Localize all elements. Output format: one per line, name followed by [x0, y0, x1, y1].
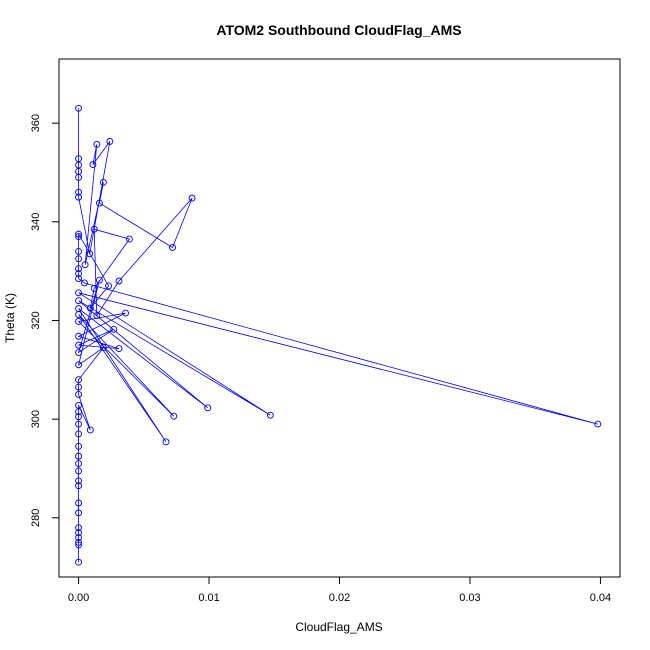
data-point	[99, 344, 107, 352]
data-point	[95, 199, 103, 207]
data-point	[115, 345, 123, 353]
data-point	[75, 541, 83, 549]
data-point	[75, 408, 83, 416]
data-point	[75, 391, 83, 398]
data-point	[162, 438, 170, 446]
data-point	[75, 534, 83, 541]
x-axis-label: CloudFlag_AMS	[295, 620, 382, 634]
data-point	[266, 411, 274, 419]
data-point	[115, 277, 123, 285]
data-point	[75, 499, 83, 507]
data-point	[75, 420, 83, 428]
data-point	[75, 173, 83, 181]
data-point	[86, 304, 94, 312]
series-line	[77, 108, 598, 563]
data-point	[81, 261, 89, 269]
data-point	[95, 276, 103, 284]
plot-frame	[58, 58, 621, 578]
data-point	[80, 279, 88, 287]
data-point	[188, 194, 196, 202]
data-point	[75, 311, 83, 318]
x-tick-label: 0.01	[198, 592, 219, 604]
data-point	[75, 230, 83, 238]
data-point	[594, 420, 602, 428]
y-tick-label: 280	[30, 509, 42, 527]
data-point	[90, 225, 98, 233]
data-point	[110, 325, 118, 333]
data-point	[75, 376, 83, 384]
data-point	[75, 247, 83, 255]
plot-area	[75, 104, 602, 566]
y-tick-label: 340	[30, 213, 42, 231]
x-tick-label: 0.00	[68, 592, 89, 604]
data-point	[75, 460, 83, 467]
data-point	[122, 309, 129, 317]
data-point	[75, 265, 83, 273]
y-tick-label: 360	[30, 114, 42, 132]
data-point	[106, 137, 114, 145]
x-tick-label: 0.03	[459, 592, 480, 604]
data-point	[90, 284, 98, 292]
data-point	[105, 282, 113, 290]
data-point	[75, 477, 83, 485]
data-point	[75, 233, 83, 241]
data-point	[75, 529, 83, 537]
data-point	[75, 341, 83, 349]
data-point	[75, 289, 83, 297]
data-point	[75, 193, 83, 201]
data-point	[75, 318, 83, 325]
data-point	[75, 482, 83, 490]
data-point	[75, 430, 83, 438]
x-tick-label: 0.02	[329, 592, 350, 604]
y-tick-label: 300	[30, 410, 42, 428]
data-point	[75, 539, 83, 546]
data-point	[75, 442, 83, 450]
data-point	[75, 509, 83, 517]
data-point	[75, 104, 83, 112]
data-point	[99, 178, 107, 186]
data-point	[169, 244, 176, 251]
data-point	[75, 188, 83, 196]
data-point	[75, 383, 83, 391]
data-point	[75, 349, 83, 356]
data-point	[204, 404, 212, 412]
data-point	[75, 255, 83, 263]
data-point	[75, 297, 83, 305]
data-point	[75, 524, 83, 532]
y-axis-label: Theta (K)	[3, 293, 17, 343]
data-point	[93, 312, 101, 319]
data-point	[75, 558, 83, 566]
data-point	[75, 275, 83, 282]
data-point	[86, 426, 94, 434]
chart-title: ATOM2 Southbound CloudFlag_AMS	[216, 22, 461, 38]
data-point	[75, 332, 83, 340]
data-point	[170, 412, 178, 420]
x-tick-label: 0.04	[590, 592, 611, 604]
data-point	[86, 250, 94, 258]
data-point	[75, 413, 83, 421]
data-point	[75, 361, 83, 369]
data-point	[75, 452, 83, 460]
data-point	[75, 270, 83, 278]
x-axis: 0.00 0.01 0.02 0.03 0.04	[68, 576, 611, 604]
y-axis: 280 300 320 340 360	[30, 114, 60, 527]
data-point	[126, 235, 133, 243]
y-tick-label: 320	[30, 311, 42, 329]
data-point	[93, 140, 101, 148]
data-point	[75, 467, 83, 475]
data-point	[89, 161, 97, 169]
